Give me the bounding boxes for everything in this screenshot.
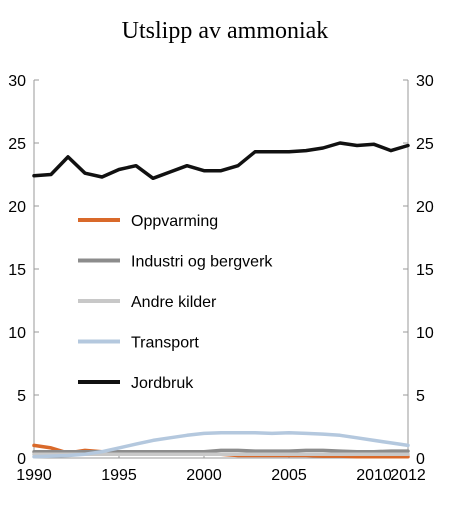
series-line-transport [32, 431, 410, 459]
y-tick-label-right: 5 [416, 388, 425, 405]
y-tick-label-right: 20 [416, 199, 434, 216]
y-tick-label-right: 30 [416, 73, 434, 90]
x-tick-label: 1990 [16, 467, 52, 484]
y-tick-label-right: 0 [416, 451, 425, 468]
x-tick-label: 2005 [271, 467, 307, 484]
x-tick-label: 2012 [390, 467, 426, 484]
series-line-industri-og-bergverk [32, 448, 410, 454]
y-tick-label-left: 20 [8, 199, 26, 216]
tick-labels: 0 0 5 5 10 10 15 15 20 20 25 25 30 30 1990 1995 2000 2005… [8, 73, 434, 484]
y-tick-label-right: 25 [416, 136, 434, 153]
y-tick-label-left: 15 [8, 262, 26, 279]
y-tick-label-left: 0 [17, 451, 26, 468]
y-tick-label-left: 25 [8, 136, 26, 153]
x-tick-label: 1995 [101, 467, 137, 484]
y-tick-label-right: 10 [416, 325, 434, 342]
legend-label-industri-og-bergverk: Industri og bergverk [131, 254, 273, 271]
legend: Oppvarming Industri og bergverk Andre kild… [78, 213, 273, 392]
x-tick-label: 2010 [356, 467, 392, 484]
y-tick-label-right: 15 [416, 262, 434, 279]
x-tick-label: 2000 [186, 467, 222, 484]
series-line-jordbruk [32, 141, 410, 181]
legend-label-oppvarming: Oppvarming [131, 213, 218, 230]
y-tick-label-left: 5 [17, 388, 26, 405]
y-tick-label-left: 10 [8, 325, 26, 342]
legend-label-andre-kilder: Andre kilder [131, 294, 217, 311]
series-lines [32, 141, 410, 459]
y-tick-label-left: 30 [8, 73, 26, 90]
legend-label-jordbruk: Jordbruk [131, 375, 194, 392]
legend-label-transport: Transport [131, 335, 199, 352]
chart-title: Utslipp av ammoniak [122, 18, 329, 44]
